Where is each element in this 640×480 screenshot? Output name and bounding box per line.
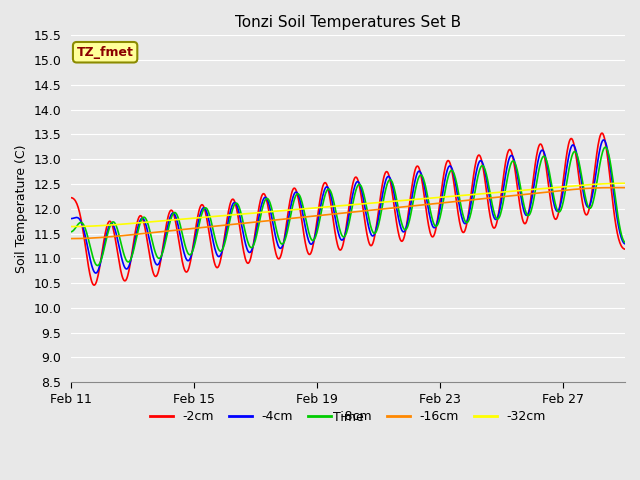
-8cm xyxy=(198,210,206,216)
-4cm xyxy=(67,216,75,221)
-32cm xyxy=(515,188,522,193)
-2cm xyxy=(269,238,277,243)
Title: Tonzi Soil Temperatures Set B: Tonzi Soil Temperatures Set B xyxy=(235,15,461,30)
-2cm xyxy=(198,202,206,207)
-4cm xyxy=(621,241,629,247)
-16cm xyxy=(87,235,95,241)
Text: TZ_fmet: TZ_fmet xyxy=(77,46,134,59)
-2cm xyxy=(621,246,629,252)
Line: -4cm: -4cm xyxy=(71,140,625,273)
-16cm xyxy=(621,185,629,191)
-8cm xyxy=(87,247,95,253)
-2cm xyxy=(382,169,390,175)
-2cm xyxy=(299,225,307,230)
-2cm xyxy=(90,282,98,288)
Y-axis label: Soil Temperature (C): Soil Temperature (C) xyxy=(15,144,28,273)
-4cm xyxy=(299,211,307,217)
-4cm xyxy=(87,260,95,266)
-32cm xyxy=(381,199,389,205)
-4cm xyxy=(198,206,206,212)
Line: -8cm: -8cm xyxy=(71,147,625,265)
-8cm xyxy=(601,144,609,150)
-8cm xyxy=(67,229,75,235)
-32cm xyxy=(269,209,276,215)
-2cm xyxy=(67,195,75,201)
-8cm xyxy=(93,263,101,268)
-16cm xyxy=(298,215,306,220)
-2cm xyxy=(598,130,605,136)
-4cm xyxy=(92,270,99,276)
Line: -16cm: -16cm xyxy=(71,188,625,239)
-2cm xyxy=(515,197,523,203)
Legend: -2cm, -4cm, -8cm, -16cm, -32cm: -2cm, -4cm, -8cm, -16cm, -32cm xyxy=(145,405,551,428)
-32cm xyxy=(198,215,205,220)
-32cm xyxy=(298,206,306,212)
-8cm xyxy=(299,203,307,208)
Line: -2cm: -2cm xyxy=(71,133,625,285)
-32cm xyxy=(87,223,95,229)
-8cm xyxy=(269,213,277,218)
-8cm xyxy=(621,240,629,245)
-4cm xyxy=(600,137,607,143)
X-axis label: Time: Time xyxy=(333,411,364,424)
-16cm xyxy=(269,217,276,223)
-8cm xyxy=(515,176,523,182)
-16cm xyxy=(381,206,389,212)
-2cm xyxy=(87,276,95,282)
-8cm xyxy=(382,187,390,192)
-16cm xyxy=(67,236,75,241)
-16cm xyxy=(198,225,205,230)
-4cm xyxy=(382,178,390,184)
-4cm xyxy=(269,222,277,228)
-32cm xyxy=(621,180,629,186)
-16cm xyxy=(613,185,621,191)
Line: -32cm: -32cm xyxy=(71,183,625,227)
-32cm xyxy=(67,224,75,229)
-4cm xyxy=(515,183,523,189)
-16cm xyxy=(515,192,522,198)
